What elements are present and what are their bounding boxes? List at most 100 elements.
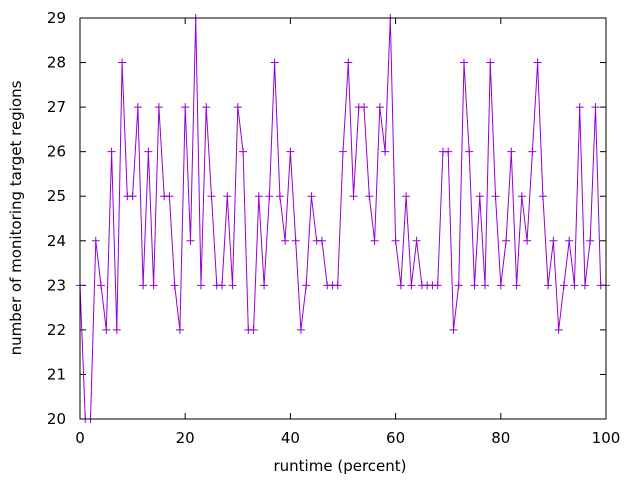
data-point: [165, 192, 174, 201]
data-point: [239, 147, 248, 156]
data-point: [349, 192, 358, 201]
data-point: [317, 236, 326, 245]
x-tick-label: 60: [386, 429, 405, 447]
data-point: [554, 325, 563, 334]
data-point: [144, 147, 153, 156]
data-point: [202, 103, 211, 112]
data-point: [444, 147, 453, 156]
data-point: [512, 281, 521, 290]
data-point: [586, 236, 595, 245]
y-tick-label: 27: [47, 98, 66, 116]
data-point: [538, 192, 547, 201]
data-point: [396, 281, 405, 290]
data-point: [491, 192, 500, 201]
data-point: [365, 192, 374, 201]
data-point: [302, 281, 311, 290]
y-axis-label: number of monitoring target regions: [7, 80, 25, 355]
y-tick-label: 25: [47, 187, 66, 205]
data-point: [118, 58, 127, 67]
data-point: [339, 147, 347, 156]
data-point: [507, 147, 516, 156]
data-point: [260, 281, 269, 290]
x-tick-label: 40: [281, 429, 300, 447]
data-point: [407, 281, 416, 290]
data-point: [296, 325, 305, 334]
data-point: [154, 103, 163, 112]
data-point: [207, 192, 216, 201]
x-tick-label: 0: [75, 429, 85, 447]
data-point: [291, 236, 300, 245]
data-point: [549, 236, 558, 245]
data-point: [475, 192, 484, 201]
data-point: [344, 58, 353, 67]
data-point: [370, 236, 379, 245]
data-point: [570, 281, 579, 290]
x-tick-label: 100: [592, 429, 621, 447]
data-point: [575, 103, 584, 112]
data-point: [254, 192, 263, 201]
data-point: [281, 236, 290, 245]
data-point: [544, 281, 553, 290]
data-point: [412, 236, 421, 245]
data-point: [218, 281, 227, 290]
data-point: [228, 281, 237, 290]
data-point: [470, 281, 479, 290]
data-point: [481, 281, 490, 290]
data-point: [375, 103, 384, 112]
data-point: [465, 147, 474, 156]
data-point: [128, 192, 137, 201]
data-point: [175, 325, 184, 334]
data-point: [486, 58, 495, 67]
data-point: [270, 58, 279, 67]
data-point: [112, 325, 121, 334]
data-point: [91, 236, 100, 245]
y-tick-label: 29: [47, 9, 66, 27]
y-tick-label: 22: [47, 321, 66, 339]
data-point: [196, 281, 205, 290]
data-point: [149, 281, 158, 290]
data-point: [591, 103, 600, 112]
plot-border: [79, 17, 607, 420]
data-point: [233, 103, 242, 112]
data-point: [433, 281, 442, 290]
y-tick-label: 24: [47, 232, 66, 250]
data-point: [559, 281, 568, 290]
data-point: [170, 281, 179, 290]
data-point: [333, 281, 342, 290]
data-point: [528, 147, 537, 156]
series-markers: [76, 14, 610, 423]
data-point: [186, 236, 195, 245]
data-point: [449, 325, 458, 334]
data-point: [381, 147, 390, 156]
data-point: [265, 192, 274, 201]
data-point: [223, 192, 232, 201]
data-point: [517, 192, 526, 201]
data-point: [459, 58, 468, 67]
data-point: [307, 192, 316, 201]
data-point: [402, 192, 411, 201]
x-tick-label: 20: [176, 429, 195, 447]
data-point: [502, 236, 511, 245]
data-point: [533, 58, 542, 67]
data-point: [139, 281, 148, 290]
x-axis-ticks: 0 20 40 60 80 100: [75, 18, 620, 447]
data-point: [580, 281, 589, 290]
y-tick-label: 26: [47, 143, 66, 161]
x-axis-label: runtime (percent): [274, 457, 407, 475]
data-point: [181, 103, 190, 112]
data-point: [391, 236, 400, 245]
data-point: [97, 281, 106, 290]
data-point: [249, 325, 258, 334]
data-point: [133, 103, 142, 112]
y-tick-label: 21: [47, 365, 66, 383]
data-point: [275, 192, 284, 201]
x-tick-label: 80: [491, 429, 510, 447]
y-tick-label: 20: [47, 410, 66, 428]
data-point: [360, 103, 369, 112]
data-point: [496, 281, 505, 290]
y-tick-label: 28: [47, 54, 66, 72]
data-point: [565, 236, 574, 245]
data-point: [454, 281, 463, 290]
data-point: [286, 147, 295, 156]
